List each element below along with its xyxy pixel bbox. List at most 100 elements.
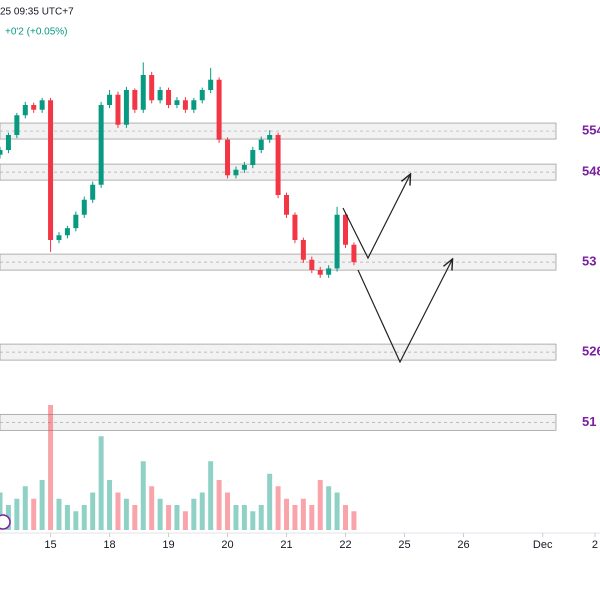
x-tick-label: 25 — [398, 539, 410, 551]
candle-body — [284, 195, 290, 215]
volume-bar — [48, 405, 54, 530]
candle-body — [31, 105, 37, 110]
volume-bar — [39, 480, 45, 530]
volume-bar — [182, 511, 188, 530]
volume-bar — [250, 511, 256, 530]
candle-body — [208, 79, 214, 90]
candle-body — [149, 75, 155, 101]
candle-body — [182, 100, 188, 110]
volume-bar — [22, 486, 28, 530]
volume-bar — [140, 461, 146, 530]
candle-body — [107, 94, 113, 105]
volume-bar — [216, 480, 222, 530]
candle-body — [174, 100, 180, 105]
candle-body — [334, 214, 340, 269]
volume-bar — [132, 505, 138, 530]
volume-bar — [123, 498, 129, 530]
volume-bar — [267, 473, 273, 530]
zone-label: 51 — [582, 414, 596, 429]
volume-bar — [275, 486, 281, 530]
volume-bar — [258, 505, 264, 530]
candle-body — [5, 135, 11, 150]
volume-bar — [174, 505, 180, 530]
candle-body — [98, 105, 104, 185]
candle-body — [292, 214, 298, 240]
volume-bar — [326, 486, 332, 530]
x-tick-label: 20 — [221, 539, 233, 551]
volume-bar — [64, 505, 70, 530]
candle-body — [233, 169, 239, 176]
volume-bar — [56, 498, 62, 530]
candle-body — [343, 214, 349, 245]
candle-body — [250, 150, 256, 165]
candle-body — [300, 240, 306, 260]
candle-body — [309, 259, 315, 270]
candle-body — [0, 150, 3, 155]
volume-bar — [166, 505, 172, 530]
x-tick-label: 19 — [162, 539, 174, 551]
candle-body — [166, 90, 172, 105]
volume-bar — [0, 492, 3, 530]
projection-path — [357, 260, 452, 364]
candle-body — [22, 105, 28, 116]
volume-bar — [208, 461, 214, 530]
volume-bar — [292, 505, 298, 530]
candle-body — [275, 135, 281, 195]
x-tick-label: 2 — [592, 539, 598, 551]
time-label: 25 09:35 UTC+7 — [0, 7, 74, 18]
volume-bar — [107, 480, 113, 530]
volume-bar — [31, 498, 37, 530]
candle-body — [81, 199, 87, 215]
zone-label: 554 — [582, 122, 600, 137]
volume-bar — [98, 436, 104, 530]
candle-body — [157, 90, 163, 101]
candle-body — [267, 135, 273, 140]
volume-bar — [115, 492, 121, 530]
candle-body — [258, 139, 264, 150]
candle-body — [115, 94, 121, 125]
volume-bar — [317, 480, 323, 530]
candle-body — [317, 270, 323, 275]
x-tick-label: 15 — [44, 539, 56, 551]
volume-bar — [73, 511, 79, 530]
candle-body — [39, 100, 45, 110]
volume-bar — [343, 505, 349, 530]
zone-label: 548 — [582, 164, 600, 179]
volume-bar — [334, 492, 340, 530]
volume-bar — [199, 492, 205, 530]
volume-bar — [225, 492, 231, 530]
volume-bar — [241, 505, 247, 530]
candle-body — [326, 268, 332, 275]
candle-body — [123, 90, 129, 125]
candle-body — [48, 100, 54, 241]
candle-body — [90, 184, 96, 200]
candle-body — [351, 244, 357, 263]
x-tick-label: 18 — [103, 539, 115, 551]
volume-bar — [309, 505, 315, 530]
icon — [0, 514, 11, 530]
candle-body — [140, 75, 146, 110]
candle-body — [191, 100, 197, 110]
projection-path — [342, 175, 410, 260]
volume-bar — [14, 498, 20, 530]
candle-body — [225, 139, 231, 176]
volume-bar — [157, 498, 163, 530]
volume-bar — [284, 498, 290, 530]
candle-body — [216, 79, 222, 140]
x-tick-label: 22 — [339, 539, 351, 551]
candle-body — [199, 90, 205, 101]
volume-bar — [90, 492, 96, 530]
x-tick-label: 26 — [457, 539, 469, 551]
volume-bar — [233, 505, 239, 530]
candle-body — [73, 214, 79, 229]
candle-body — [132, 90, 138, 110]
x-tick-label: Dec — [533, 539, 553, 551]
candle-body — [56, 235, 62, 240]
zone-label: 53 — [582, 254, 596, 269]
change-label: +0'2 (+0.05%) — [5, 27, 68, 38]
x-tick-label: 21 — [280, 539, 292, 551]
volume-bar — [351, 511, 357, 530]
volume-bar — [191, 498, 197, 530]
volume-bar — [300, 498, 306, 530]
